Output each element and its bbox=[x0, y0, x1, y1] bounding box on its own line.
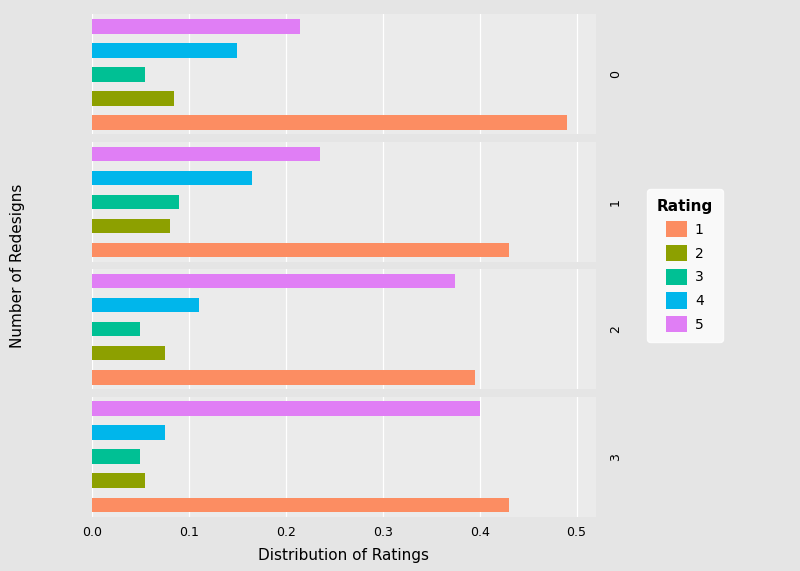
Bar bbox=[92, 195, 179, 209]
Bar bbox=[92, 298, 198, 312]
Bar bbox=[92, 91, 174, 106]
Text: 0: 0 bbox=[609, 70, 622, 78]
Bar bbox=[92, 401, 480, 416]
Text: 1: 1 bbox=[609, 198, 622, 206]
Text: 2: 2 bbox=[609, 325, 622, 333]
Bar bbox=[92, 43, 238, 58]
Text: 3: 3 bbox=[609, 453, 622, 461]
Bar bbox=[92, 67, 146, 82]
Bar bbox=[92, 497, 509, 512]
Bar bbox=[92, 147, 320, 161]
X-axis label: Distribution of Ratings: Distribution of Ratings bbox=[258, 548, 430, 563]
Bar bbox=[92, 346, 165, 360]
Bar bbox=[92, 171, 252, 185]
Bar bbox=[92, 274, 455, 288]
Bar bbox=[92, 322, 141, 336]
Bar bbox=[92, 243, 509, 257]
Bar bbox=[92, 219, 170, 233]
Bar bbox=[92, 473, 146, 488]
Bar bbox=[92, 425, 165, 440]
Bar bbox=[92, 19, 300, 34]
Legend: 1, 2, 3, 4, 5: 1, 2, 3, 4, 5 bbox=[647, 189, 722, 342]
Bar bbox=[92, 370, 475, 384]
Bar bbox=[92, 115, 567, 130]
Bar bbox=[92, 449, 141, 464]
Text: Number of Redesigns: Number of Redesigns bbox=[10, 183, 25, 348]
